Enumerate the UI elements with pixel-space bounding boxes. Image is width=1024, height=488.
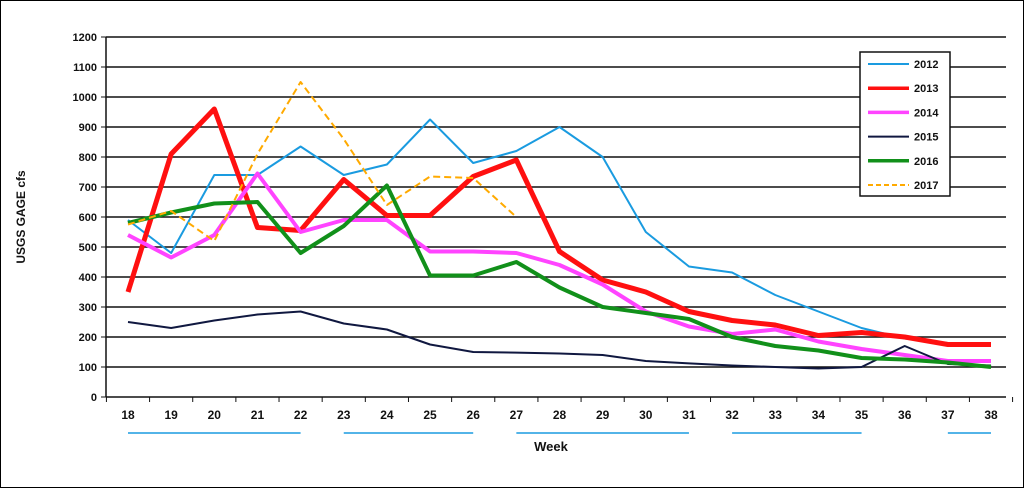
y-tick-label: 1200	[73, 32, 97, 44]
legend: 2012 2013 2014 2015 2016 2017	[859, 51, 951, 197]
y-tick-label: 400	[79, 272, 97, 284]
y-tick-label: 900	[79, 122, 97, 134]
x-tick-label: 23	[337, 408, 351, 422]
series-line-2016	[127, 183, 992, 369]
x-tick-label: 37	[941, 408, 955, 422]
y-tick-label: 1000	[73, 92, 97, 104]
x-tick-label: 33	[769, 408, 783, 422]
series-line-2017	[127, 81, 518, 242]
y-tick-label: 500	[79, 242, 97, 254]
x-tick-label: 31	[682, 408, 696, 422]
x-tick-label: 25	[423, 408, 437, 422]
y-tick-label: 300	[79, 302, 97, 314]
y-tick-label: 0	[91, 392, 97, 404]
y-tick-label: 600	[79, 212, 97, 224]
legend-label: 2016	[914, 156, 938, 168]
series-line-2012	[127, 118, 992, 346]
legend-label: 2013	[914, 83, 938, 95]
x-tick-label: 34	[812, 408, 826, 422]
series-line-2014	[127, 171, 991, 363]
x-tick-label: 22	[294, 408, 308, 422]
y-tick-label: 100	[79, 362, 97, 374]
y-tick-label: 200	[79, 332, 97, 344]
y-tick-label: 700	[79, 182, 97, 194]
x-tick-label: 18	[121, 408, 135, 422]
legend-label: 2014	[914, 107, 939, 119]
x-tick-label: 35	[855, 408, 869, 422]
legend-label: 2017	[914, 180, 938, 192]
series-line-2013	[125, 106, 991, 347]
x-tick-label: 29	[596, 408, 610, 422]
y-axis-label: USGS GAGE cfs	[14, 170, 28, 264]
x-tick-label: 38	[984, 408, 998, 422]
x-tick-label: 28	[553, 408, 567, 422]
x-tick-label: 30	[639, 408, 653, 422]
x-tick-label: 27	[510, 408, 524, 422]
x-tick-label: 21	[251, 408, 265, 422]
x-tick-label: 20	[208, 408, 222, 422]
legend-box	[859, 51, 951, 197]
legend-label: 2012	[914, 59, 938, 71]
x-tick-label: 24	[380, 408, 394, 422]
x-axis-label: Week	[534, 439, 568, 454]
legend-label: 2015	[914, 132, 938, 144]
x-tick-label: 36	[898, 408, 912, 422]
x-tick-label: 26	[467, 408, 481, 422]
y-tick-label: 1100	[73, 62, 97, 74]
x-tick-label: 19	[164, 408, 178, 422]
series-line-2015	[127, 310, 992, 370]
y-tick-label: 800	[79, 152, 97, 164]
x-tick-label: 32	[725, 408, 739, 422]
